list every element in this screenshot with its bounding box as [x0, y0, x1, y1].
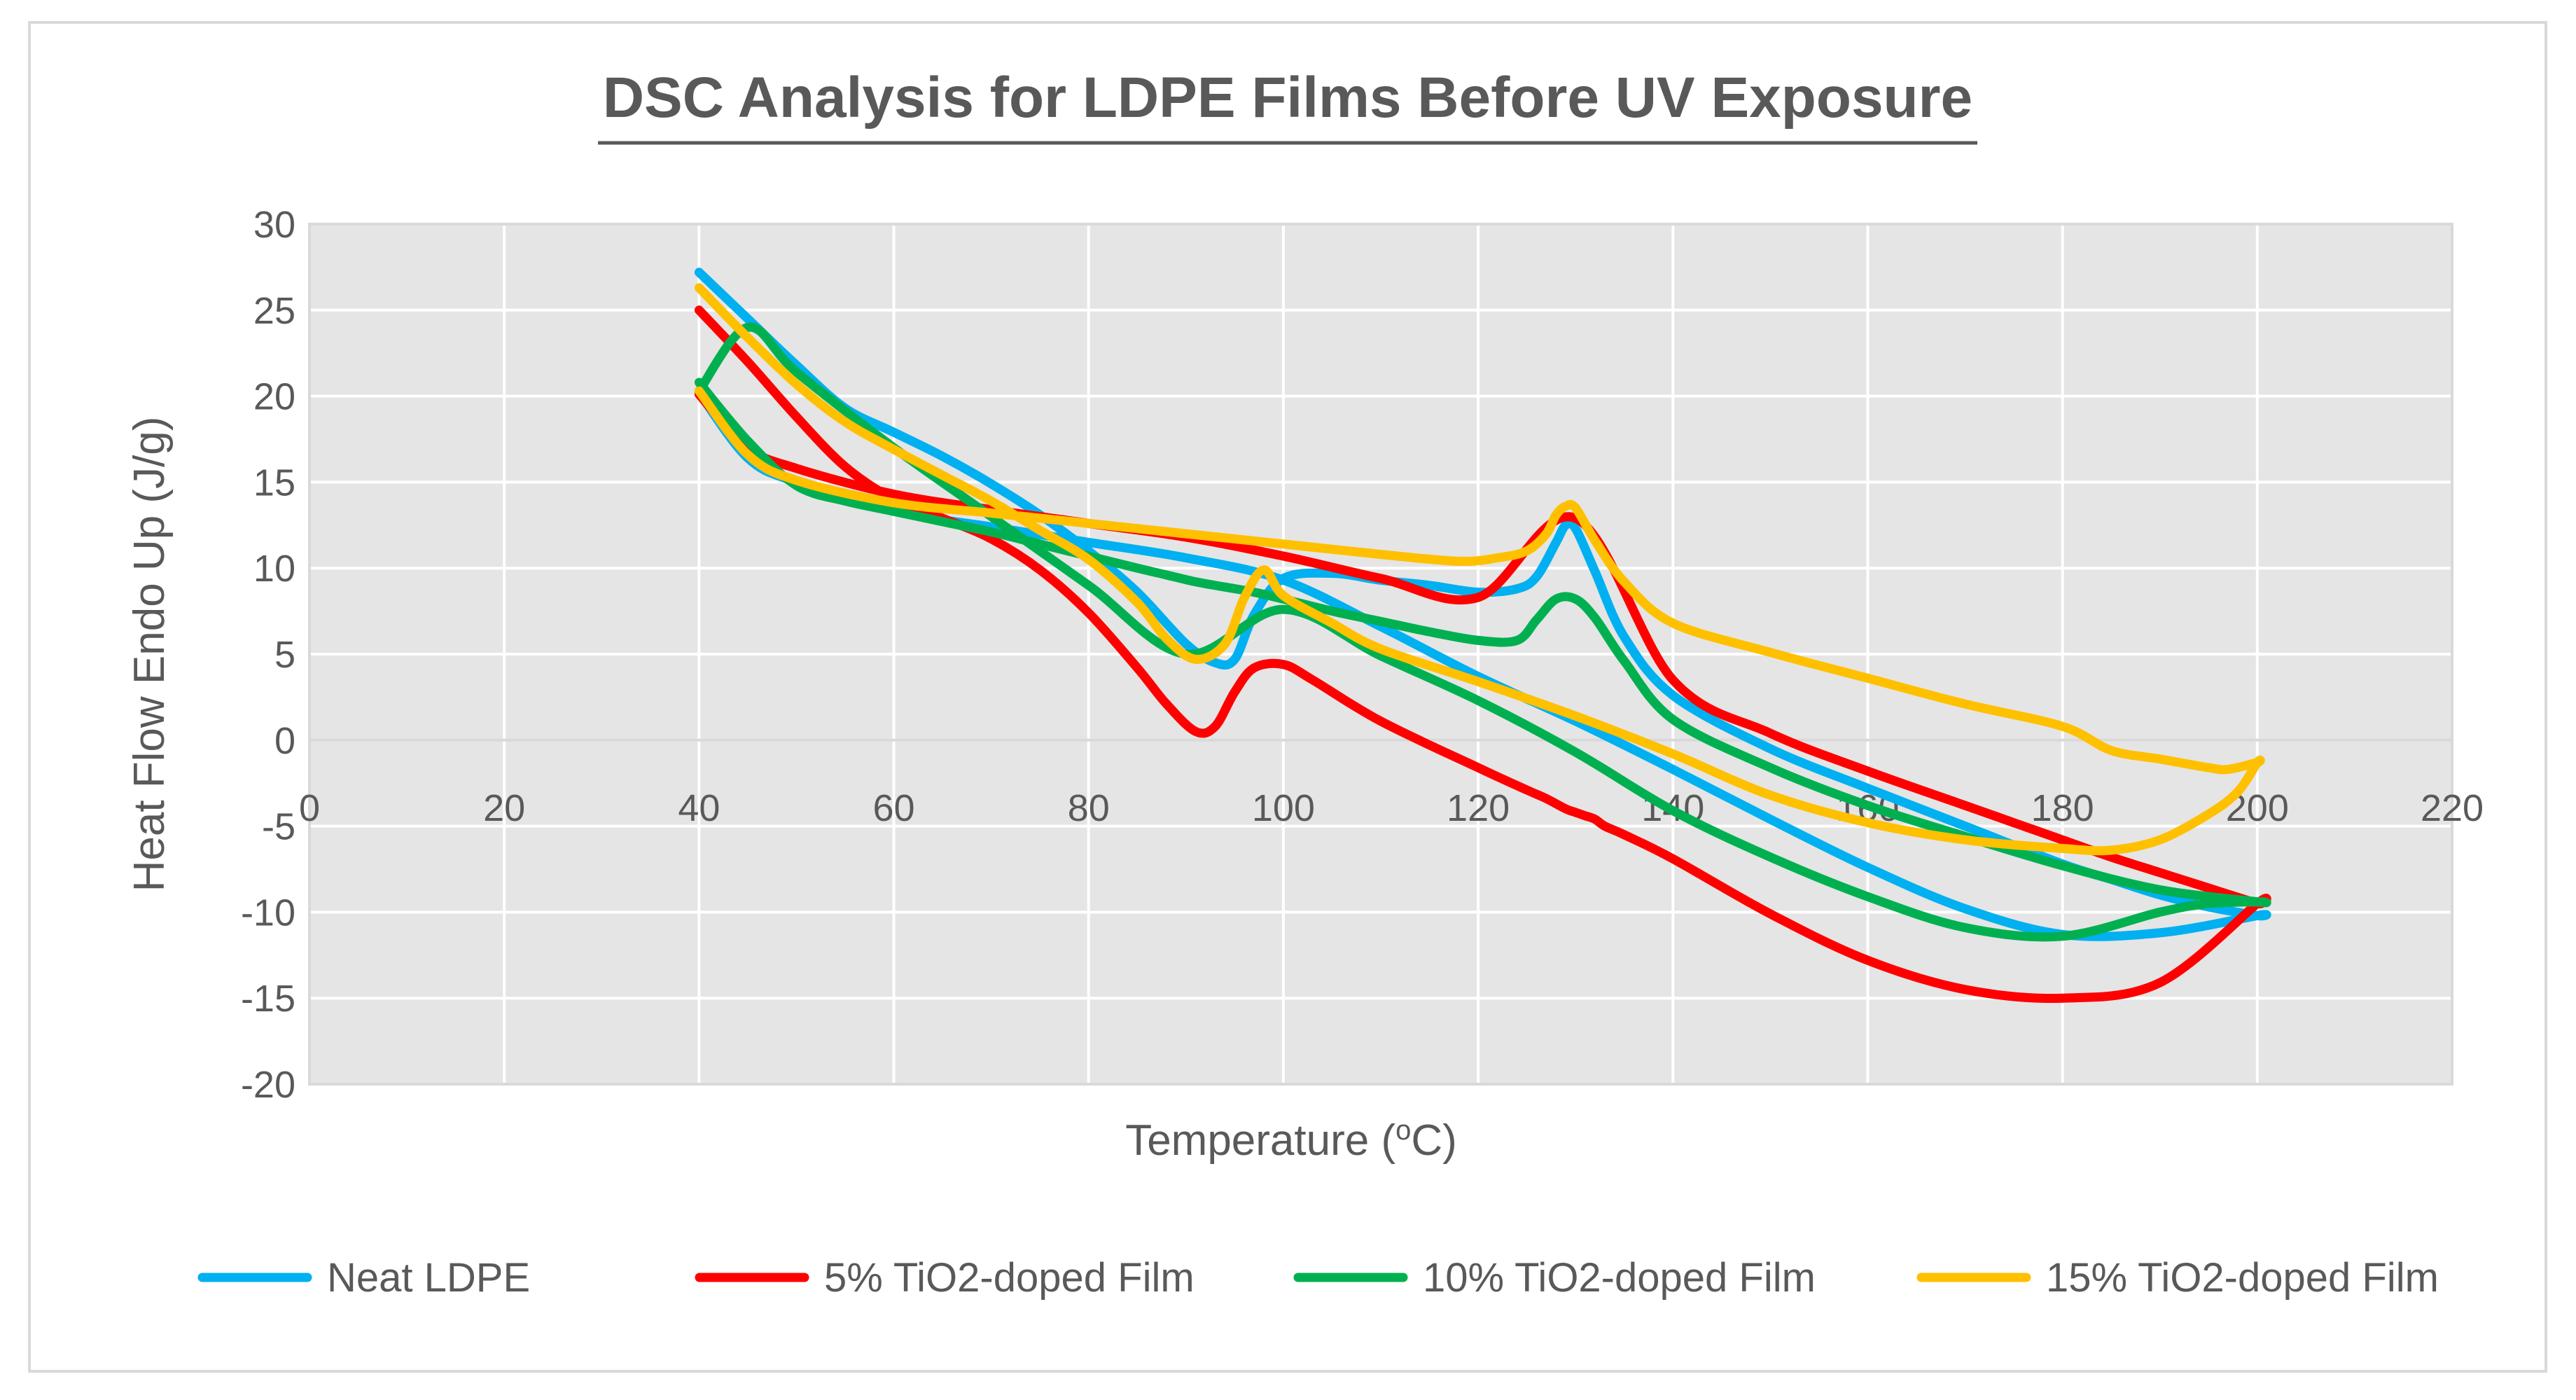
y-tick-label: 25 [253, 290, 295, 332]
y-tick-label: 5 [274, 634, 295, 676]
x-axis-title: Temperature (oC) [1125, 1115, 1457, 1165]
legend: Neat LDPE 5% TiO2-doped Film 10% TiO2-dope… [197, 1255, 2439, 1301]
legend-label-2: 10% TiO2-doped Film [1423, 1255, 1816, 1301]
legend-label-1: 5% TiO2-doped Film [824, 1255, 1195, 1301]
legend-label-3: 15% TiO2-doped Film [2046, 1255, 2439, 1301]
x-tick-label: 120 [1447, 787, 1510, 829]
plot-border [308, 223, 2453, 1086]
chart-frame: 0 20 40 60 80 100 120 140 160 180 200 220 30 25 20 15 1… [28, 21, 2547, 1373]
y-tick-label: 0 [274, 720, 295, 762]
x-tick-label: 20 [483, 787, 525, 829]
legend-label-0: Neat LDPE [327, 1255, 530, 1301]
x-tick-label: 100 [1252, 787, 1315, 829]
series-line-3 [694, 283, 2265, 856]
y-tick-label: -20 [241, 1064, 295, 1106]
x-tick-label: 0 [299, 787, 320, 829]
y-tick-label: 15 [253, 462, 295, 504]
y-axis-title: Heat Flow Endo Up (J/g) [125, 417, 174, 892]
y-tick-label: -15 [241, 978, 295, 1020]
x-axis-title-unit: C) [1411, 1116, 1456, 1165]
x-tick-labels: 0 20 40 60 80 100 120 140 160 180 200 220 [299, 787, 2484, 829]
y-tick-label: -5 [262, 806, 295, 848]
x-axis-title-text: Temperature ( [1125, 1116, 1395, 1165]
x-axis-title-sup: o [1395, 1115, 1411, 1146]
x-tick-label: 220 [2421, 787, 2484, 829]
x-tick-label: 180 [2031, 787, 2094, 829]
series-line-1 [694, 305, 2271, 1003]
chart-svg: 0 20 40 60 80 100 120 140 160 180 200 220 302520151… [125, 66, 2484, 1301]
x-tick-label: 80 [1068, 787, 1110, 829]
y-tick-labels: 30 25 20 15 10 5 0 -5 -10 -15 -20 [241, 204, 295, 1106]
y-tick-label: -10 [241, 892, 295, 934]
x-tick-label: 40 [678, 787, 720, 829]
series-layer [694, 268, 2271, 1003]
y-tick-label: 20 [253, 376, 295, 418]
y-tick-label: 10 [253, 548, 295, 590]
y-tick-label: 30 [253, 204, 295, 246]
chart-title: DSC Analysis for LDPE Films Before UV Ex… [603, 66, 1972, 130]
x-tick-label: 60 [873, 787, 915, 829]
